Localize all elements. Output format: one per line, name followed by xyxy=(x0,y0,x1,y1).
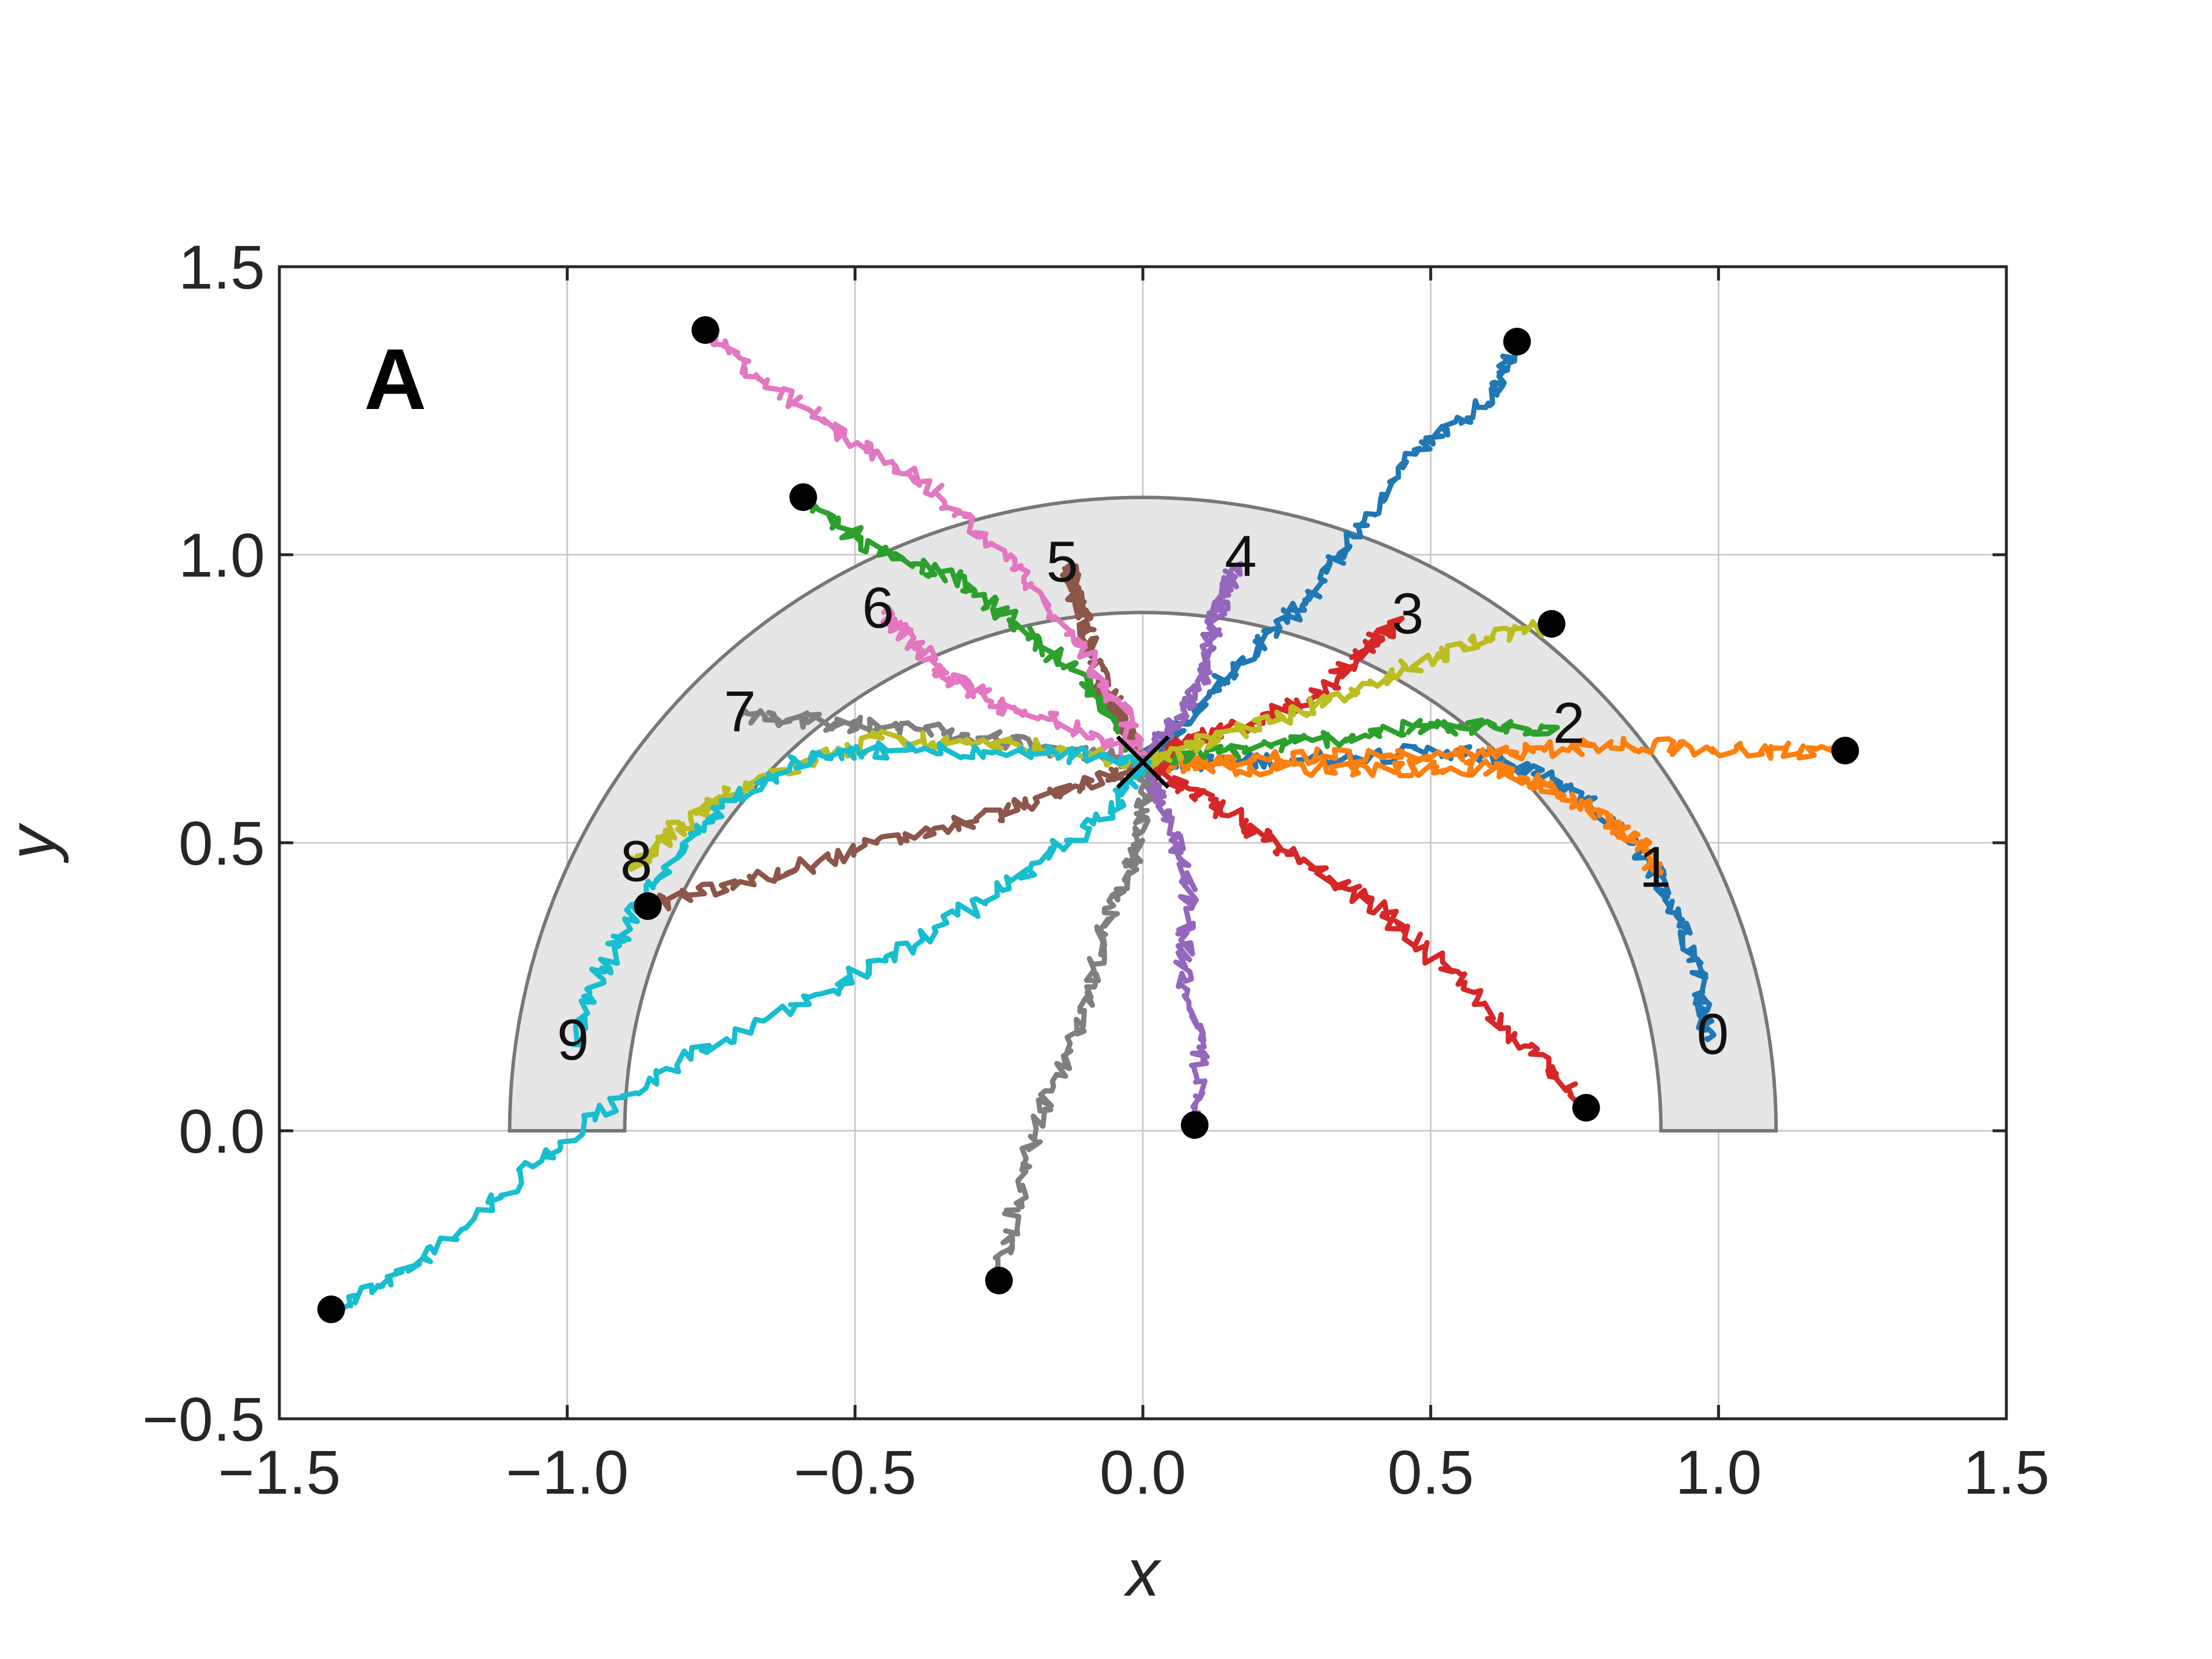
x-tick-label: 0.0 xyxy=(1100,1437,1186,1507)
start-points xyxy=(317,316,1859,1323)
x-tick-label: −1.5 xyxy=(218,1437,340,1507)
series-line-6 xyxy=(704,327,1151,767)
trajectory-label-5: 5 xyxy=(1046,529,1078,594)
panel-label: A xyxy=(364,331,426,427)
trajectory-label-3: 3 xyxy=(1392,581,1424,646)
y-tick-label: 0.5 xyxy=(179,808,265,878)
y-tick-label: −0.5 xyxy=(142,1384,265,1454)
start-point-5 xyxy=(634,892,662,920)
start-point-7 xyxy=(985,1267,1013,1294)
annulus-region xyxy=(510,498,1777,1131)
trajectory-label-8: 8 xyxy=(620,829,653,893)
axis-ticks xyxy=(278,265,2008,1421)
x-tick-label: −1.0 xyxy=(506,1437,628,1507)
trajectory-label-0: 0 xyxy=(1697,1002,1729,1066)
y-tick-labels: −0.5 0.0 0.5 1.0 1.5 xyxy=(142,232,265,1454)
trajectory-label-1: 1 xyxy=(1639,835,1672,899)
trajectory-labels: 0 1 2 3 4 5 6 7 8 9 xyxy=(557,524,1729,1072)
start-point-1 xyxy=(1831,737,1859,764)
start-point-0 xyxy=(1503,328,1531,355)
trajectory-label-4: 4 xyxy=(1225,524,1257,588)
start-point-6 xyxy=(691,316,719,344)
series-line-7 xyxy=(737,708,1153,1286)
trajectory-label-9: 9 xyxy=(557,1007,589,1072)
series-line-3 xyxy=(1137,615,1592,1115)
y-tick-label: 1.0 xyxy=(179,520,265,590)
center-marker-stroke xyxy=(1116,735,1170,789)
trajectory-label-2: 2 xyxy=(1553,691,1585,755)
y-tick-label: 1.5 xyxy=(179,232,265,302)
y-tick-label: 0.0 xyxy=(179,1096,265,1166)
x-tick-label: 1.5 xyxy=(1963,1437,2050,1507)
x-tick-label: 1.0 xyxy=(1675,1437,1762,1507)
start-point-4 xyxy=(1180,1111,1209,1139)
x-tick-label: −0.5 xyxy=(794,1437,916,1507)
start-point-9 xyxy=(317,1296,345,1323)
x-axis-label: x xyxy=(1123,1535,1162,1610)
center-marker xyxy=(1116,735,1170,789)
x-tick-labels: −1.5 −1.0 −0.5 0.0 0.5 1.0 1.5 xyxy=(218,1437,2050,1507)
start-point-2 xyxy=(789,483,817,511)
trajectory-label-6: 6 xyxy=(862,575,894,640)
annulus-shape xyxy=(510,498,1777,1131)
start-point-8 xyxy=(1537,610,1566,638)
x-tick-label: 0.5 xyxy=(1388,1437,1474,1507)
y-axis-label: y xyxy=(0,823,69,863)
trajectory-label-7: 7 xyxy=(724,679,756,744)
start-point-3 xyxy=(1572,1094,1600,1122)
